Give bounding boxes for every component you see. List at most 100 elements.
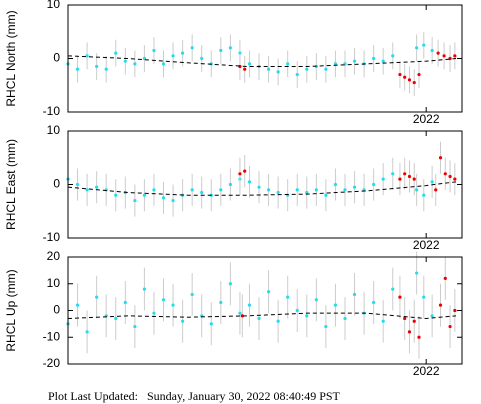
point xyxy=(314,188,318,192)
point xyxy=(247,303,252,307)
point xyxy=(219,48,223,53)
y-axis-label: RHCL Up (mm) xyxy=(4,269,18,351)
point xyxy=(391,172,395,176)
point xyxy=(372,182,376,187)
point xyxy=(190,188,194,192)
point xyxy=(133,62,137,66)
x-tick-label: 2022 xyxy=(413,238,440,252)
point xyxy=(430,48,434,53)
point xyxy=(415,46,419,50)
x-tick-label: 2022 xyxy=(413,112,440,126)
point xyxy=(152,48,156,53)
point xyxy=(324,324,328,329)
y-tick-label: -10 xyxy=(43,230,61,244)
point xyxy=(436,51,440,55)
x-tick-label: 2022 xyxy=(413,364,440,378)
point xyxy=(343,188,347,192)
point xyxy=(415,271,419,275)
point xyxy=(407,78,412,82)
point xyxy=(324,67,328,71)
point xyxy=(247,62,252,66)
point xyxy=(85,54,89,58)
point xyxy=(453,308,457,313)
point xyxy=(417,335,421,339)
point xyxy=(434,188,438,192)
point xyxy=(161,298,166,302)
point xyxy=(228,182,232,187)
point xyxy=(133,198,137,203)
point xyxy=(314,298,318,302)
point xyxy=(438,303,443,307)
point xyxy=(238,64,242,69)
point xyxy=(75,303,80,307)
point xyxy=(407,174,412,179)
y-tick-label: 20 xyxy=(47,249,61,263)
point xyxy=(276,319,280,323)
point xyxy=(266,290,271,294)
point xyxy=(228,282,232,286)
point xyxy=(123,300,127,305)
y-axis-label: RHCL North (mm) xyxy=(4,10,18,106)
point xyxy=(295,308,299,313)
point xyxy=(219,300,223,305)
plot-frame xyxy=(67,130,463,239)
point xyxy=(104,67,108,71)
y-axis-label: RHCL East (mm) xyxy=(4,139,18,230)
point xyxy=(75,182,80,187)
point xyxy=(257,185,261,189)
y-tick-label: 10 xyxy=(47,276,61,290)
point xyxy=(161,62,166,66)
point xyxy=(200,56,204,61)
point xyxy=(114,193,118,197)
point xyxy=(114,51,118,55)
point xyxy=(417,72,421,77)
point xyxy=(403,172,407,176)
point xyxy=(238,311,242,315)
point xyxy=(448,174,452,179)
point xyxy=(430,314,434,318)
point xyxy=(333,62,338,66)
point xyxy=(324,193,328,197)
y-tick-label: 10 xyxy=(47,123,61,137)
point xyxy=(85,188,89,192)
y-tick-label: -10 xyxy=(43,329,61,343)
point xyxy=(305,67,309,71)
y-tick-label: -10 xyxy=(43,104,61,118)
point xyxy=(398,72,402,77)
point xyxy=(352,185,357,189)
point xyxy=(247,180,252,184)
point xyxy=(295,72,299,77)
point xyxy=(352,59,357,63)
point xyxy=(95,295,99,299)
point xyxy=(403,316,407,321)
point xyxy=(286,62,290,66)
point xyxy=(453,177,457,181)
point xyxy=(422,193,426,197)
point xyxy=(286,295,290,299)
point xyxy=(266,188,271,192)
point xyxy=(75,67,80,71)
y-tick-label: 0 xyxy=(53,51,60,65)
point xyxy=(200,190,204,195)
point xyxy=(142,193,147,197)
point xyxy=(422,43,426,47)
point xyxy=(333,303,338,307)
point xyxy=(243,169,247,173)
point xyxy=(391,54,395,58)
point xyxy=(381,177,385,181)
y-tick-label: -20 xyxy=(43,356,61,370)
point xyxy=(240,314,244,318)
point xyxy=(403,75,407,79)
point xyxy=(443,172,447,176)
point xyxy=(142,287,147,291)
point xyxy=(171,54,175,58)
point xyxy=(415,188,419,192)
point xyxy=(171,303,175,307)
point xyxy=(391,287,395,291)
footer: Plot Last Updated: Sunday, January 30, 2… xyxy=(48,389,341,403)
point xyxy=(152,188,156,192)
point xyxy=(190,292,194,297)
point xyxy=(95,64,99,69)
trend-line xyxy=(67,312,457,320)
